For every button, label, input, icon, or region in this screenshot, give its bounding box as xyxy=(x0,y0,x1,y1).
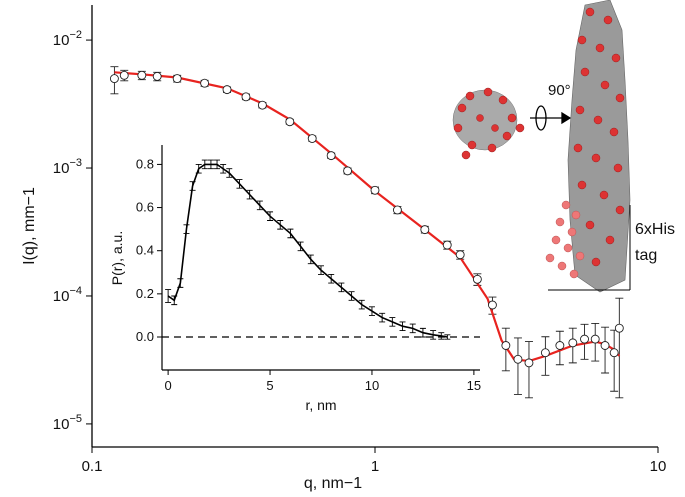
data-point xyxy=(343,166,353,176)
y-tick-label: 0.2 xyxy=(136,286,154,301)
data-point xyxy=(285,117,295,127)
protein-model-top xyxy=(452,87,525,160)
data-point xyxy=(137,70,147,80)
annotation: 90° xyxy=(548,82,571,99)
annotation: 6xHis xyxy=(635,221,675,238)
data-point xyxy=(580,334,589,344)
error-bar xyxy=(165,289,172,303)
protein-model-side xyxy=(545,0,631,293)
data-point xyxy=(524,358,534,368)
x-tick-label: 1 xyxy=(371,458,379,475)
data-point xyxy=(455,250,465,260)
data-point xyxy=(370,185,380,195)
data-point xyxy=(555,341,565,350)
x-tick-label: 10 xyxy=(365,378,379,393)
annotation: tag xyxy=(635,247,657,264)
data-point xyxy=(472,274,482,284)
y-tick-label: 0.0 xyxy=(136,329,154,344)
data-point xyxy=(392,205,402,215)
data-point xyxy=(609,348,619,358)
data-point xyxy=(614,323,624,333)
y-tick-label: 0.8 xyxy=(136,156,154,171)
data-point xyxy=(109,74,119,84)
error-bar xyxy=(513,337,522,395)
inset-background xyxy=(162,145,480,370)
y-tick-label: 0.4 xyxy=(136,243,154,258)
x-axis-label: q, nm−1 xyxy=(304,475,362,492)
data-point xyxy=(513,354,523,364)
data-point xyxy=(540,348,550,358)
y-tick-label: 10−4 xyxy=(53,285,82,305)
error-bar xyxy=(601,326,610,374)
y-tick-label: 10−5 xyxy=(53,413,82,433)
x-tick-label: 15 xyxy=(467,378,481,393)
error-bar xyxy=(615,297,624,399)
data-point xyxy=(222,85,232,95)
data-point xyxy=(119,70,129,80)
data-point xyxy=(200,78,210,88)
inset-x-axis-label: r, nm xyxy=(305,397,336,413)
x-tick-label: 10 xyxy=(650,458,667,475)
data-point xyxy=(568,338,578,348)
data-point xyxy=(152,71,162,81)
error-bar xyxy=(444,334,451,340)
error-bar xyxy=(524,341,533,399)
data-point xyxy=(501,341,511,350)
data-point xyxy=(257,100,267,110)
data-point xyxy=(600,341,610,350)
data-point xyxy=(172,74,182,84)
y-tick-label: 0.6 xyxy=(136,200,154,215)
x-tick-label: 5 xyxy=(266,378,273,393)
inset-y-axis-label: P(r), a.u. xyxy=(109,231,125,285)
data-point xyxy=(326,151,336,161)
data-point xyxy=(241,92,251,102)
data-point xyxy=(487,300,497,310)
tag-bracket xyxy=(548,205,631,291)
data-point xyxy=(307,134,317,143)
x-tick-label: 0 xyxy=(164,378,171,393)
y-tick-label: 10−2 xyxy=(53,29,82,49)
data-point xyxy=(590,334,600,344)
x-tick-label: 0.1 xyxy=(82,458,103,475)
pr-line xyxy=(167,163,448,338)
y-tick-label: 10−3 xyxy=(53,157,82,177)
data-point xyxy=(442,240,452,250)
data-point xyxy=(420,225,430,235)
rotation-arrow xyxy=(530,105,572,131)
error-bar xyxy=(610,329,619,392)
y-axis-label: I(q), mm−1 xyxy=(21,187,38,265)
